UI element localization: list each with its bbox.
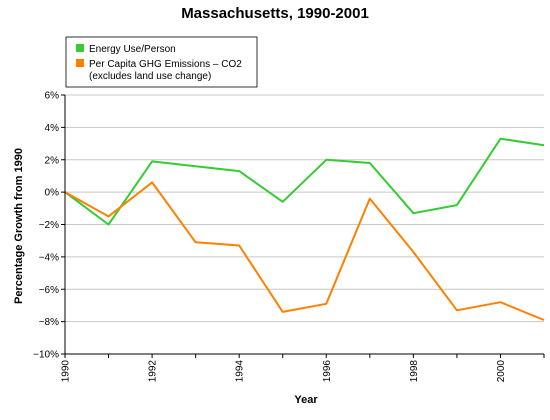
legend-label-ghg: Per Capita GHG Emissions – CO2	[89, 59, 242, 70]
legend-label-energy: Energy Use/Person	[89, 44, 176, 55]
axes	[61, 94, 545, 358]
legend-swatch-energy	[76, 44, 84, 52]
series-lines	[64, 137, 545, 321]
x-tick-labels: 1990 1992 1994 1996 1998 2000	[61, 360, 507, 383]
x-tick-label: 1990	[61, 360, 72, 383]
chart-title: Massachusetts, 1990-2001	[181, 5, 369, 22]
legend-note-ghg: (excludes land use change)	[89, 71, 211, 82]
y-tick-label: 6%	[45, 91, 60, 102]
x-tick-label: 1994	[235, 360, 246, 383]
x-tick-label: 1992	[148, 360, 159, 383]
x-axis-label: Year	[294, 394, 318, 406]
x-tick-label: 2000	[496, 360, 507, 383]
y-tick-label: 2%	[45, 155, 60, 166]
y-tick-label: −2%	[39, 220, 59, 231]
series-line-energy	[64, 137, 545, 226]
y-tick-label: −6%	[39, 285, 59, 296]
y-tick-label: 4%	[45, 123, 60, 134]
y-tick-label: −10%	[33, 350, 59, 361]
gridlines	[65, 94, 544, 355]
y-tick-labels: 6% 4% 2% 0% −2% −4% −6% −8% −10%	[33, 91, 59, 361]
y-tick-label: −4%	[39, 252, 59, 263]
legend-box	[65, 36, 258, 88]
legend-swatch-ghg	[76, 59, 84, 67]
series-line-ghg	[64, 181, 545, 321]
x-tick-label: 1998	[409, 360, 420, 383]
legend: Energy Use/Person Per Capita GHG Emissio…	[65, 36, 258, 88]
y-tick-label: −8%	[39, 317, 59, 328]
y-tick-label: 0%	[45, 188, 60, 199]
x-tick-label: 1996	[322, 360, 333, 383]
y-axis-label: Percentage Growth from 1990	[13, 148, 25, 304]
